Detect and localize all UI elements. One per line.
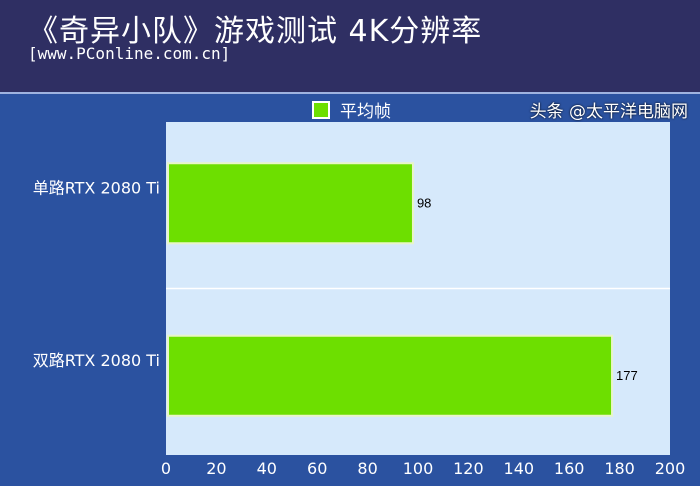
x-tick-label: 100 — [403, 459, 434, 478]
chart-subtitle: [www.PConline.com.cn] — [28, 44, 231, 63]
data-label: 98 — [417, 195, 431, 210]
x-tick-label: 160 — [554, 459, 585, 478]
x-tick-label: 40 — [257, 459, 277, 478]
x-tick-label: 180 — [604, 459, 635, 478]
legend: 平均帧 — [312, 97, 391, 122]
header: 《奇异小队》游戏测试 4K分辨率 [www.PConline.com.cn] — [0, 0, 700, 94]
watermark: 头条 @太平洋电脑网 — [529, 102, 688, 122]
x-tick-label: 20 — [206, 459, 226, 478]
x-tick-label: 140 — [504, 459, 535, 478]
data-label: 177 — [616, 368, 638, 383]
chart-title: 《奇异小队》游戏测试 4K分辨率 — [28, 14, 483, 49]
category-label: 单路RTX 2080 Ti — [33, 178, 160, 197]
x-tick-label: 120 — [453, 459, 484, 478]
x-tick-label: 80 — [357, 459, 377, 478]
category-label: 双路RTX 2080 Ti — [33, 351, 160, 370]
legend-label: 平均帧 — [340, 102, 391, 122]
x-tick-label: 60 — [307, 459, 327, 478]
x-tick-label: 0 — [161, 459, 171, 478]
x-tick-label: 200 — [655, 459, 686, 478]
legend-swatch — [312, 100, 330, 119]
bar — [167, 334, 614, 417]
bar — [167, 162, 414, 245]
